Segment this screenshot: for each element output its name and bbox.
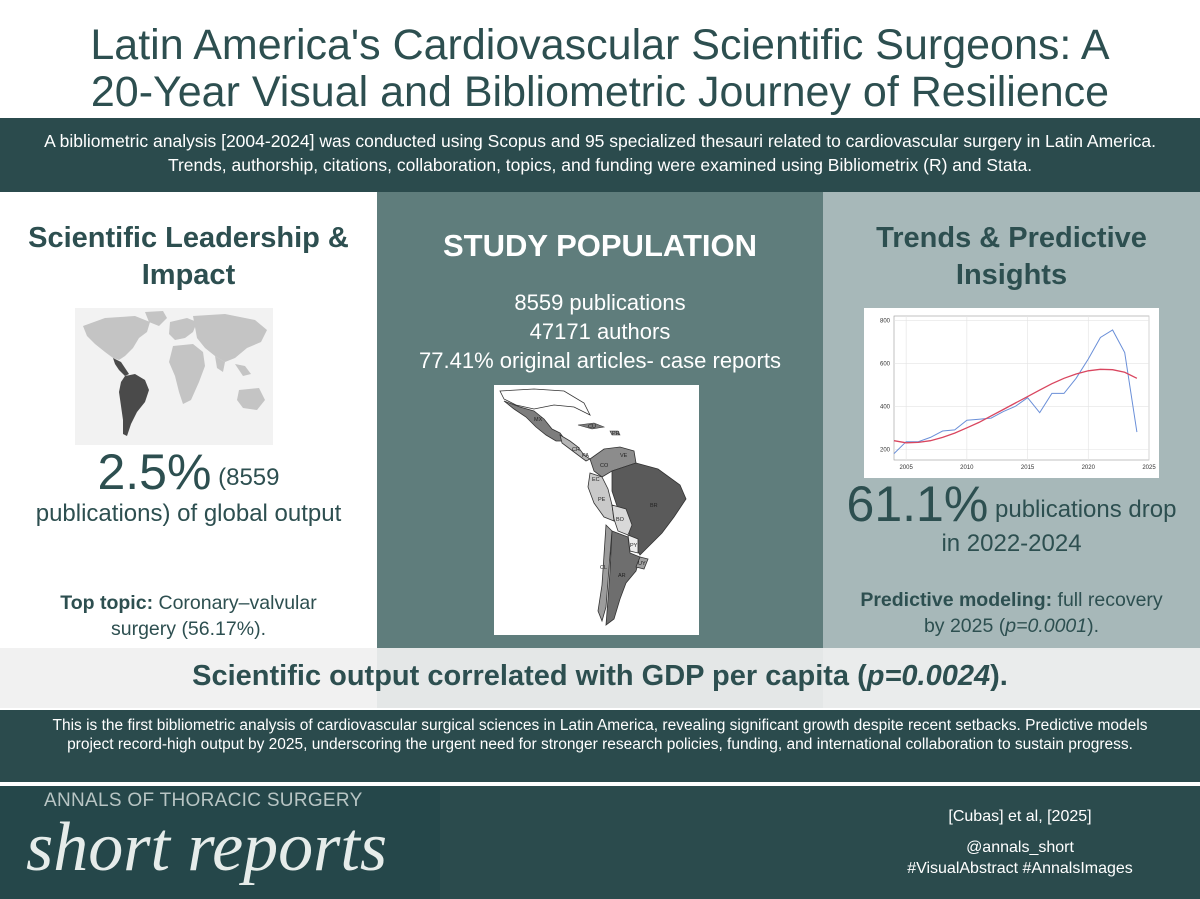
journal-logo: ANNALS OF THORACIC SURGERY short reports xyxy=(0,786,440,899)
footer: ANNALS OF THORACIC SURGERY short reports… xyxy=(0,786,1200,899)
map-label-cl: CL xyxy=(600,565,607,571)
publications-drop-percent: 61.1% xyxy=(846,476,989,532)
map-label-pa: PA xyxy=(582,453,589,459)
map-label-uy: UY xyxy=(638,561,646,567)
trends-heading: Trends & Predictive Insights xyxy=(876,222,1147,291)
chart-y-tick-label: 600 xyxy=(880,361,891,367)
map-label-cr: CR xyxy=(572,447,580,453)
chart-x-tick-label: 2025 xyxy=(1142,465,1156,471)
trends-panel: Trends & Predictive Insights 200 400 600 80… xyxy=(823,192,1200,708)
chart-y-tick-label: 400 xyxy=(880,404,891,410)
study-population-panel: STUDY POPULATION 8559 publications 47171… xyxy=(377,192,823,708)
map-label-bo: BO xyxy=(616,517,625,523)
chart-x-tick-label: 2010 xyxy=(960,465,974,471)
predictive-modeling-text: full recovery by 2025 ( xyxy=(923,589,1163,637)
authors-count: 47171 authors xyxy=(529,319,671,344)
chart-y-tick-label: 800 xyxy=(880,318,891,324)
chart-y-tick-label: 200 xyxy=(880,447,891,453)
map-label-ar: AR xyxy=(618,573,626,579)
publications-trend-chart: 200 400 600 800 2005 2010 2015 2020 2025 xyxy=(864,308,1159,478)
infographic-title: Latin America's Cardiovascular Scientifi… xyxy=(0,0,1200,118)
citation: [Cubas] et al, [2025] xyxy=(948,808,1092,825)
global-output-text: (8559 publications) of global output xyxy=(35,464,342,527)
top-topic-label: Top topic: xyxy=(60,592,154,614)
gdp-correlation-p: p=0.0024 xyxy=(866,660,991,692)
chart-series-observed-line xyxy=(893,329,1138,454)
credits: [Cubas] et al, [2025] @annals_short #Vis… xyxy=(880,806,1160,879)
study-population-heading: STUDY POPULATION xyxy=(442,228,758,263)
title-line-2: 20-Year Visual and Bibliometric Journey … xyxy=(90,68,1110,116)
map-label-pe: PE xyxy=(598,497,606,503)
map-label-ve: VE xyxy=(620,453,628,459)
title-line-1: Latin America's Cardiovascular Scientifi… xyxy=(90,21,1110,69)
predictive-modeling-p: p=0.0001 xyxy=(1005,615,1088,637)
predictive-modeling-close: ). xyxy=(1087,615,1100,637)
latin-america-map-image: MX CU PR CR PA VE CO EC PE BR BO PY UY A… xyxy=(494,385,699,635)
conclusion-banner: This is the first bibliometric analysis … xyxy=(0,710,1200,782)
twitter-handle[interactable]: @annals_short xyxy=(966,839,1074,856)
map-label-cu: CU xyxy=(588,424,596,430)
chart-series-fitted-line xyxy=(893,368,1138,444)
global-output-percent: 2.5% xyxy=(97,444,212,500)
publications-count: 8559 publications xyxy=(514,290,686,315)
gdp-correlation-band: Scientific output correlated with GDP pe… xyxy=(0,648,1200,708)
world-map-image xyxy=(75,308,273,445)
predictive-modeling: Predictive modeling: full recovery by 20… xyxy=(823,587,1200,639)
chart-x-tick-label: 2005 xyxy=(899,465,913,471)
journal-series: short reports xyxy=(26,809,388,886)
map-label-mx: MX xyxy=(534,417,543,423)
predictive-modeling-label: Predictive modeling: xyxy=(860,589,1053,611)
gdp-correlation-close: ). xyxy=(990,660,1008,692)
leadership-heading: Scientific Leadership & Impact xyxy=(28,222,349,291)
map-label-co: CO xyxy=(600,463,609,469)
study-population-stats: 8559 publications 47171 authors 77.41% o… xyxy=(377,288,823,375)
publications-drop-text: publications drop in 2022-2024 xyxy=(941,496,1177,557)
articles-share: 77.41% original articles- case reports xyxy=(419,348,781,373)
journal-name: ANNALS OF THORACIC SURGERY xyxy=(44,790,363,811)
top-topic-text: Coronary–valvular surgery (56.17%). xyxy=(111,592,317,640)
global-output-stat: 2.5% (8559 publications) of global outpu… xyxy=(0,447,377,532)
map-label-br: BR xyxy=(650,503,658,509)
publications-drop-stat: 61.1% publications drop in 2022-2024 xyxy=(823,479,1200,561)
intro-banner: A bibliometric analysis [2004-2024] was … xyxy=(0,118,1200,192)
chart-background xyxy=(864,308,1159,478)
map-label-pr: PR xyxy=(612,431,620,437)
top-topic: Top topic: Coronary–valvular surgery (56… xyxy=(0,590,377,642)
chart-x-tick-label: 2020 xyxy=(1082,465,1096,471)
chart-x-tick-label: 2015 xyxy=(1021,465,1035,471)
gdp-correlation-text: Scientific output correlated with GDP pe… xyxy=(192,660,867,692)
map-label-ec: EC xyxy=(592,477,600,483)
hashtags[interactable]: #VisualAbstract #AnnalsImages xyxy=(907,860,1133,877)
leadership-panel: Scientific Leadership & Impact 2.5% (855… xyxy=(0,192,377,708)
map-label-py: PY xyxy=(630,543,638,549)
